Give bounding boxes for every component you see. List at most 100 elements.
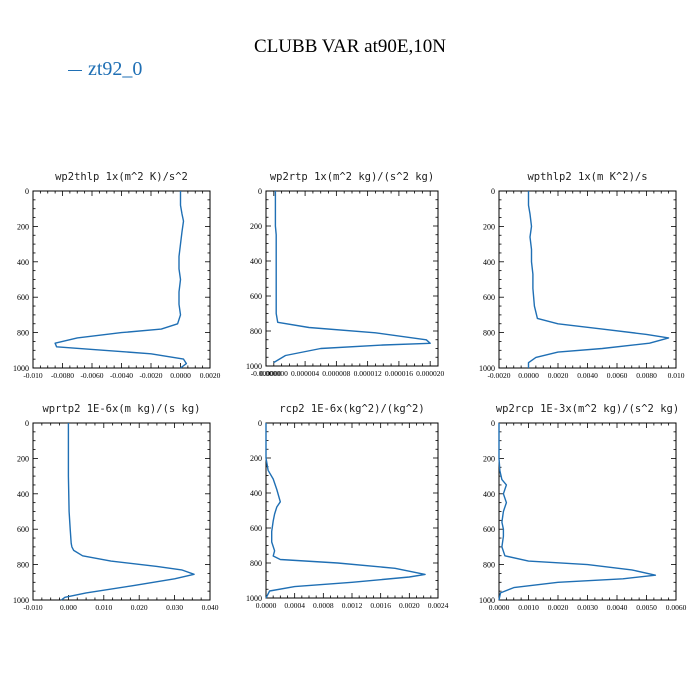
- y-tick-label: 400: [17, 490, 29, 499]
- x-tick-label: 0.0000: [518, 371, 539, 380]
- x-tick-label: 0.000020: [416, 369, 444, 378]
- x-tick-label: 0.0030: [577, 603, 598, 612]
- x-tick-label: 0.020: [131, 603, 148, 612]
- y-tick-label: 0: [258, 419, 262, 428]
- x-tick-label: 0.0050: [636, 603, 657, 612]
- chart-title: rcp2 1E-6x(kg^2)/(kg^2): [279, 403, 424, 415]
- x-tick-label: 0.0004: [284, 601, 305, 610]
- y-tick-label: 800: [483, 561, 495, 570]
- x-tick-label: 0.0020: [200, 371, 221, 380]
- y-tick-label: 1000: [246, 594, 262, 603]
- x-tick-label: 0.040: [202, 603, 219, 612]
- x-tick-label: -0.0020: [487, 371, 510, 380]
- y-tick-label: 200: [17, 454, 29, 463]
- y-tick-label: 600: [483, 525, 495, 534]
- chart-panel-5: rcp2 1E-6x(kg^2)/(kg^2) 0 200 400 600 800 1000…: [246, 403, 449, 610]
- y-tick-label: 0: [25, 419, 29, 428]
- x-tick-label: 0.0060: [607, 371, 628, 380]
- y-tick-label: 200: [483, 454, 495, 463]
- y-tick-label: 200: [17, 222, 29, 231]
- x-tick-label: 0.000008: [322, 369, 350, 378]
- y-tick-label: 0: [491, 419, 495, 428]
- y-tick-label: 400: [250, 257, 262, 266]
- y-tick-label: 1000: [479, 596, 495, 605]
- x-tick-label: -0.0060: [80, 371, 103, 380]
- x-tick-label: -0.000000: [251, 369, 282, 378]
- x-tick-label: 0.010: [668, 371, 685, 380]
- chart-panel-3: wpthlp2 1x(m K^2)/s 0 200 400 600 800 1000-0.0…: [479, 171, 685, 380]
- y-tick-label: 800: [17, 561, 29, 570]
- x-tick-label: 0.0000: [256, 601, 277, 610]
- series-line: [54, 191, 188, 369]
- y-tick-label: 600: [17, 525, 29, 534]
- y-tick-label: 1000: [246, 362, 262, 371]
- y-tick-label: 800: [17, 329, 29, 338]
- series-line: [60, 423, 195, 601]
- y-tick-label: 400: [17, 258, 29, 267]
- x-tick-label: 0.000012: [354, 369, 382, 378]
- plot-frame: [498, 190, 677, 369]
- legend: zt92_0: [68, 58, 142, 81]
- x-tick-label: 0.0024: [428, 601, 449, 610]
- legend-label: zt92_0: [88, 58, 143, 80]
- plot-frame: [265, 190, 439, 367]
- y-tick-label: 200: [250, 222, 262, 231]
- chart-title: wpthlp2 1x(m K^2)/s: [527, 171, 647, 183]
- chart-title: wp2rtp 1x(m^2 kg)/(s^2 kg): [270, 171, 434, 183]
- chart-title: wprtp2 1E-6x(m kg)/(s kg): [42, 403, 200, 415]
- y-tick-label: 200: [483, 222, 495, 231]
- legend-line-swatch: [68, 69, 82, 71]
- series-line: [527, 191, 670, 368]
- x-tick-label: 0.0012: [342, 601, 363, 610]
- series-line: [265, 423, 426, 599]
- y-tick-label: 600: [250, 524, 262, 533]
- y-tick-label: 1000: [479, 364, 495, 373]
- chart-panel-6: wp2rcp 1E-3x(m^2 kg)/(s^2 kg)0 200 400 600 8…: [479, 403, 687, 612]
- x-tick-label: 0.030: [166, 603, 183, 612]
- x-tick-label: 0.010: [95, 603, 112, 612]
- plot-frame: [32, 422, 211, 601]
- x-tick-label: 0.0080: [636, 371, 657, 380]
- y-tick-label: 1000: [13, 364, 29, 373]
- y-tick-label: 1000: [13, 596, 29, 605]
- x-tick-label: -0.0040: [110, 371, 133, 380]
- y-tick-label: 600: [250, 292, 262, 301]
- x-tick-label: 0.0020: [548, 371, 569, 380]
- chart-panel-1: wp2thlp 1x(m^2 K)/s^202004006008001000-0…: [13, 171, 221, 380]
- x-tick-label: 0.0040: [607, 603, 628, 612]
- x-tick-label: 0.0000: [170, 371, 191, 380]
- chart-title: wp2rcp 1E-3x(m^2 kg)/(s^2 kg): [496, 403, 679, 415]
- y-tick-label: 0: [258, 187, 262, 196]
- y-tick-label: 400: [250, 489, 262, 498]
- y-tick-label: 0: [25, 187, 29, 196]
- x-tick-label: 0.000016: [385, 369, 413, 378]
- y-tick-label: 800: [250, 559, 262, 568]
- y-tick-label: 600: [17, 293, 29, 302]
- x-tick-label: 0.0020: [399, 601, 420, 610]
- x-tick-label: 0.000: [60, 603, 77, 612]
- x-tick-label: 0.0000: [489, 603, 510, 612]
- y-tick-label: 0: [491, 187, 495, 196]
- x-tick-label: -0.010: [23, 603, 43, 612]
- chart-panel-4: wprtp2 1E-6x(m kg)/(s kg) 0 200 400 600 800 10…: [13, 403, 219, 612]
- x-tick-label: -0.010: [23, 371, 43, 380]
- x-tick-label: -0.0020: [139, 371, 162, 380]
- chart-panel-2: wp2rtp 1x(m^2 kg)/(s^2 kg) 0 200 400 600 800 1…: [246, 171, 444, 378]
- series-line: [498, 423, 657, 601]
- x-tick-label: 0.000000: [260, 369, 288, 378]
- x-tick-label: 0.000004: [291, 369, 319, 378]
- x-tick-label: 0.0020: [548, 603, 569, 612]
- chart-title: wp2thlp 1x(m^2 K)/s^2: [55, 171, 188, 183]
- y-tick-label: 800: [250, 327, 262, 336]
- y-tick-label: 400: [483, 258, 495, 267]
- series-line: [273, 191, 431, 364]
- y-tick-label: 200: [250, 454, 262, 463]
- y-tick-label: 400: [483, 490, 495, 499]
- x-tick-label: 0.0016: [370, 601, 391, 610]
- figure-title: CLUBB VAR at90E,10N: [254, 36, 446, 57]
- x-tick-label: 0.0040: [577, 371, 598, 380]
- x-tick-label: 0.0060: [666, 603, 687, 612]
- x-tick-label: 0.0010: [518, 603, 539, 612]
- y-tick-label: 600: [483, 293, 495, 302]
